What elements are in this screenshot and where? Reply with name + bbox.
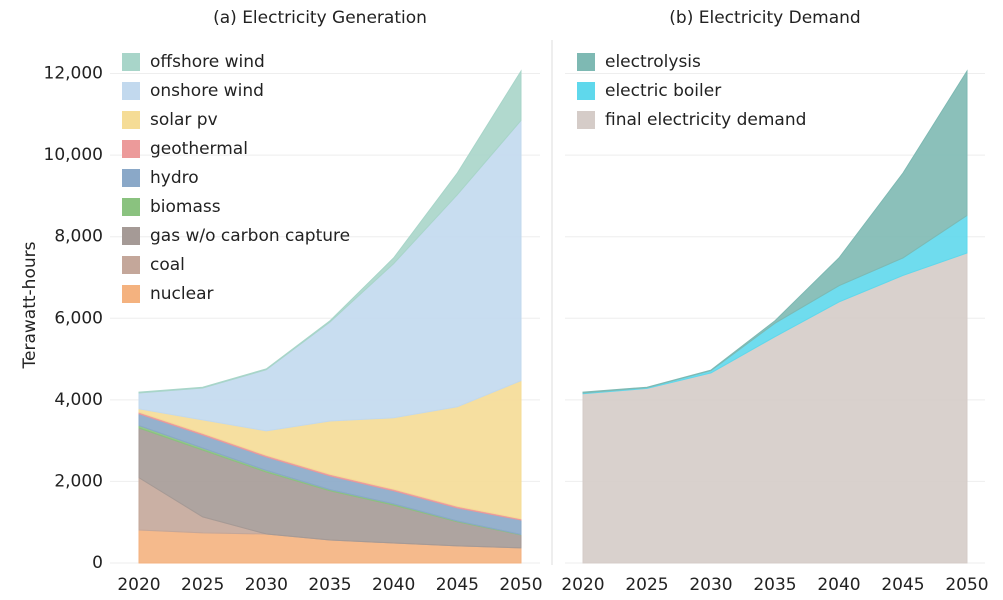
legend-swatch xyxy=(122,227,140,245)
x-tick-label: 2035 xyxy=(308,575,351,595)
y-tick-label: 10,000 xyxy=(44,145,103,165)
legend-label: coal xyxy=(150,255,185,275)
legend-label: electric boiler xyxy=(605,81,721,101)
x-tick-label: 2025 xyxy=(625,575,668,595)
legend-label: geothermal xyxy=(150,139,248,159)
legend-label: biomass xyxy=(150,197,221,217)
legend-swatch xyxy=(577,53,595,71)
x-tick-label: 2045 xyxy=(881,575,924,595)
chart-title: (b) Electricity Demand xyxy=(669,8,860,28)
chart-title: (a) Electricity Generation xyxy=(213,8,427,28)
y-tick-label: 0 xyxy=(92,553,103,573)
x-tick-label: 2035 xyxy=(753,575,796,595)
y-tick-label: 2,000 xyxy=(54,471,103,491)
y-axis-label: Terawatt-hours xyxy=(20,241,40,369)
x-tick-label: 2020 xyxy=(561,575,604,595)
legend-label: offshore wind xyxy=(150,52,265,72)
x-tick-label: 2030 xyxy=(689,575,732,595)
y-tick-label: 4,000 xyxy=(54,390,103,410)
legend-swatch xyxy=(577,82,595,100)
y-tick-label: 12,000 xyxy=(44,64,103,84)
x-tick-label: 2050 xyxy=(945,575,988,595)
legend-label: hydro xyxy=(150,168,199,188)
legend-swatch xyxy=(577,111,595,129)
area xyxy=(138,69,522,394)
legend-swatch xyxy=(122,256,140,274)
x-tick-label: 2020 xyxy=(117,575,160,595)
area xyxy=(582,69,968,394)
x-tick-label: 2045 xyxy=(436,575,479,595)
legend-label: final electricity demand xyxy=(605,110,806,130)
legend-label: onshore wind xyxy=(150,81,264,101)
legend-swatch xyxy=(122,140,140,158)
x-tick-label: 2050 xyxy=(499,575,542,595)
legend-swatch xyxy=(122,198,140,216)
x-tick-label: 2025 xyxy=(181,575,224,595)
area xyxy=(582,252,968,564)
legend-swatch xyxy=(122,53,140,71)
legend-swatch xyxy=(122,169,140,187)
legend-swatch xyxy=(122,82,140,100)
legend-swatch xyxy=(122,111,140,129)
legend-label: electrolysis xyxy=(605,52,701,72)
y-tick-label: 6,000 xyxy=(54,308,103,328)
legend-label: solar pv xyxy=(150,110,218,130)
legend-label: gas w/o carbon capture xyxy=(150,226,350,246)
x-tick-label: 2030 xyxy=(245,575,288,595)
y-tick-label: 8,000 xyxy=(54,227,103,247)
x-tick-label: 2040 xyxy=(372,575,415,595)
x-tick-label: 2040 xyxy=(817,575,860,595)
legend-swatch xyxy=(122,285,140,303)
legend-label: nuclear xyxy=(150,284,213,304)
